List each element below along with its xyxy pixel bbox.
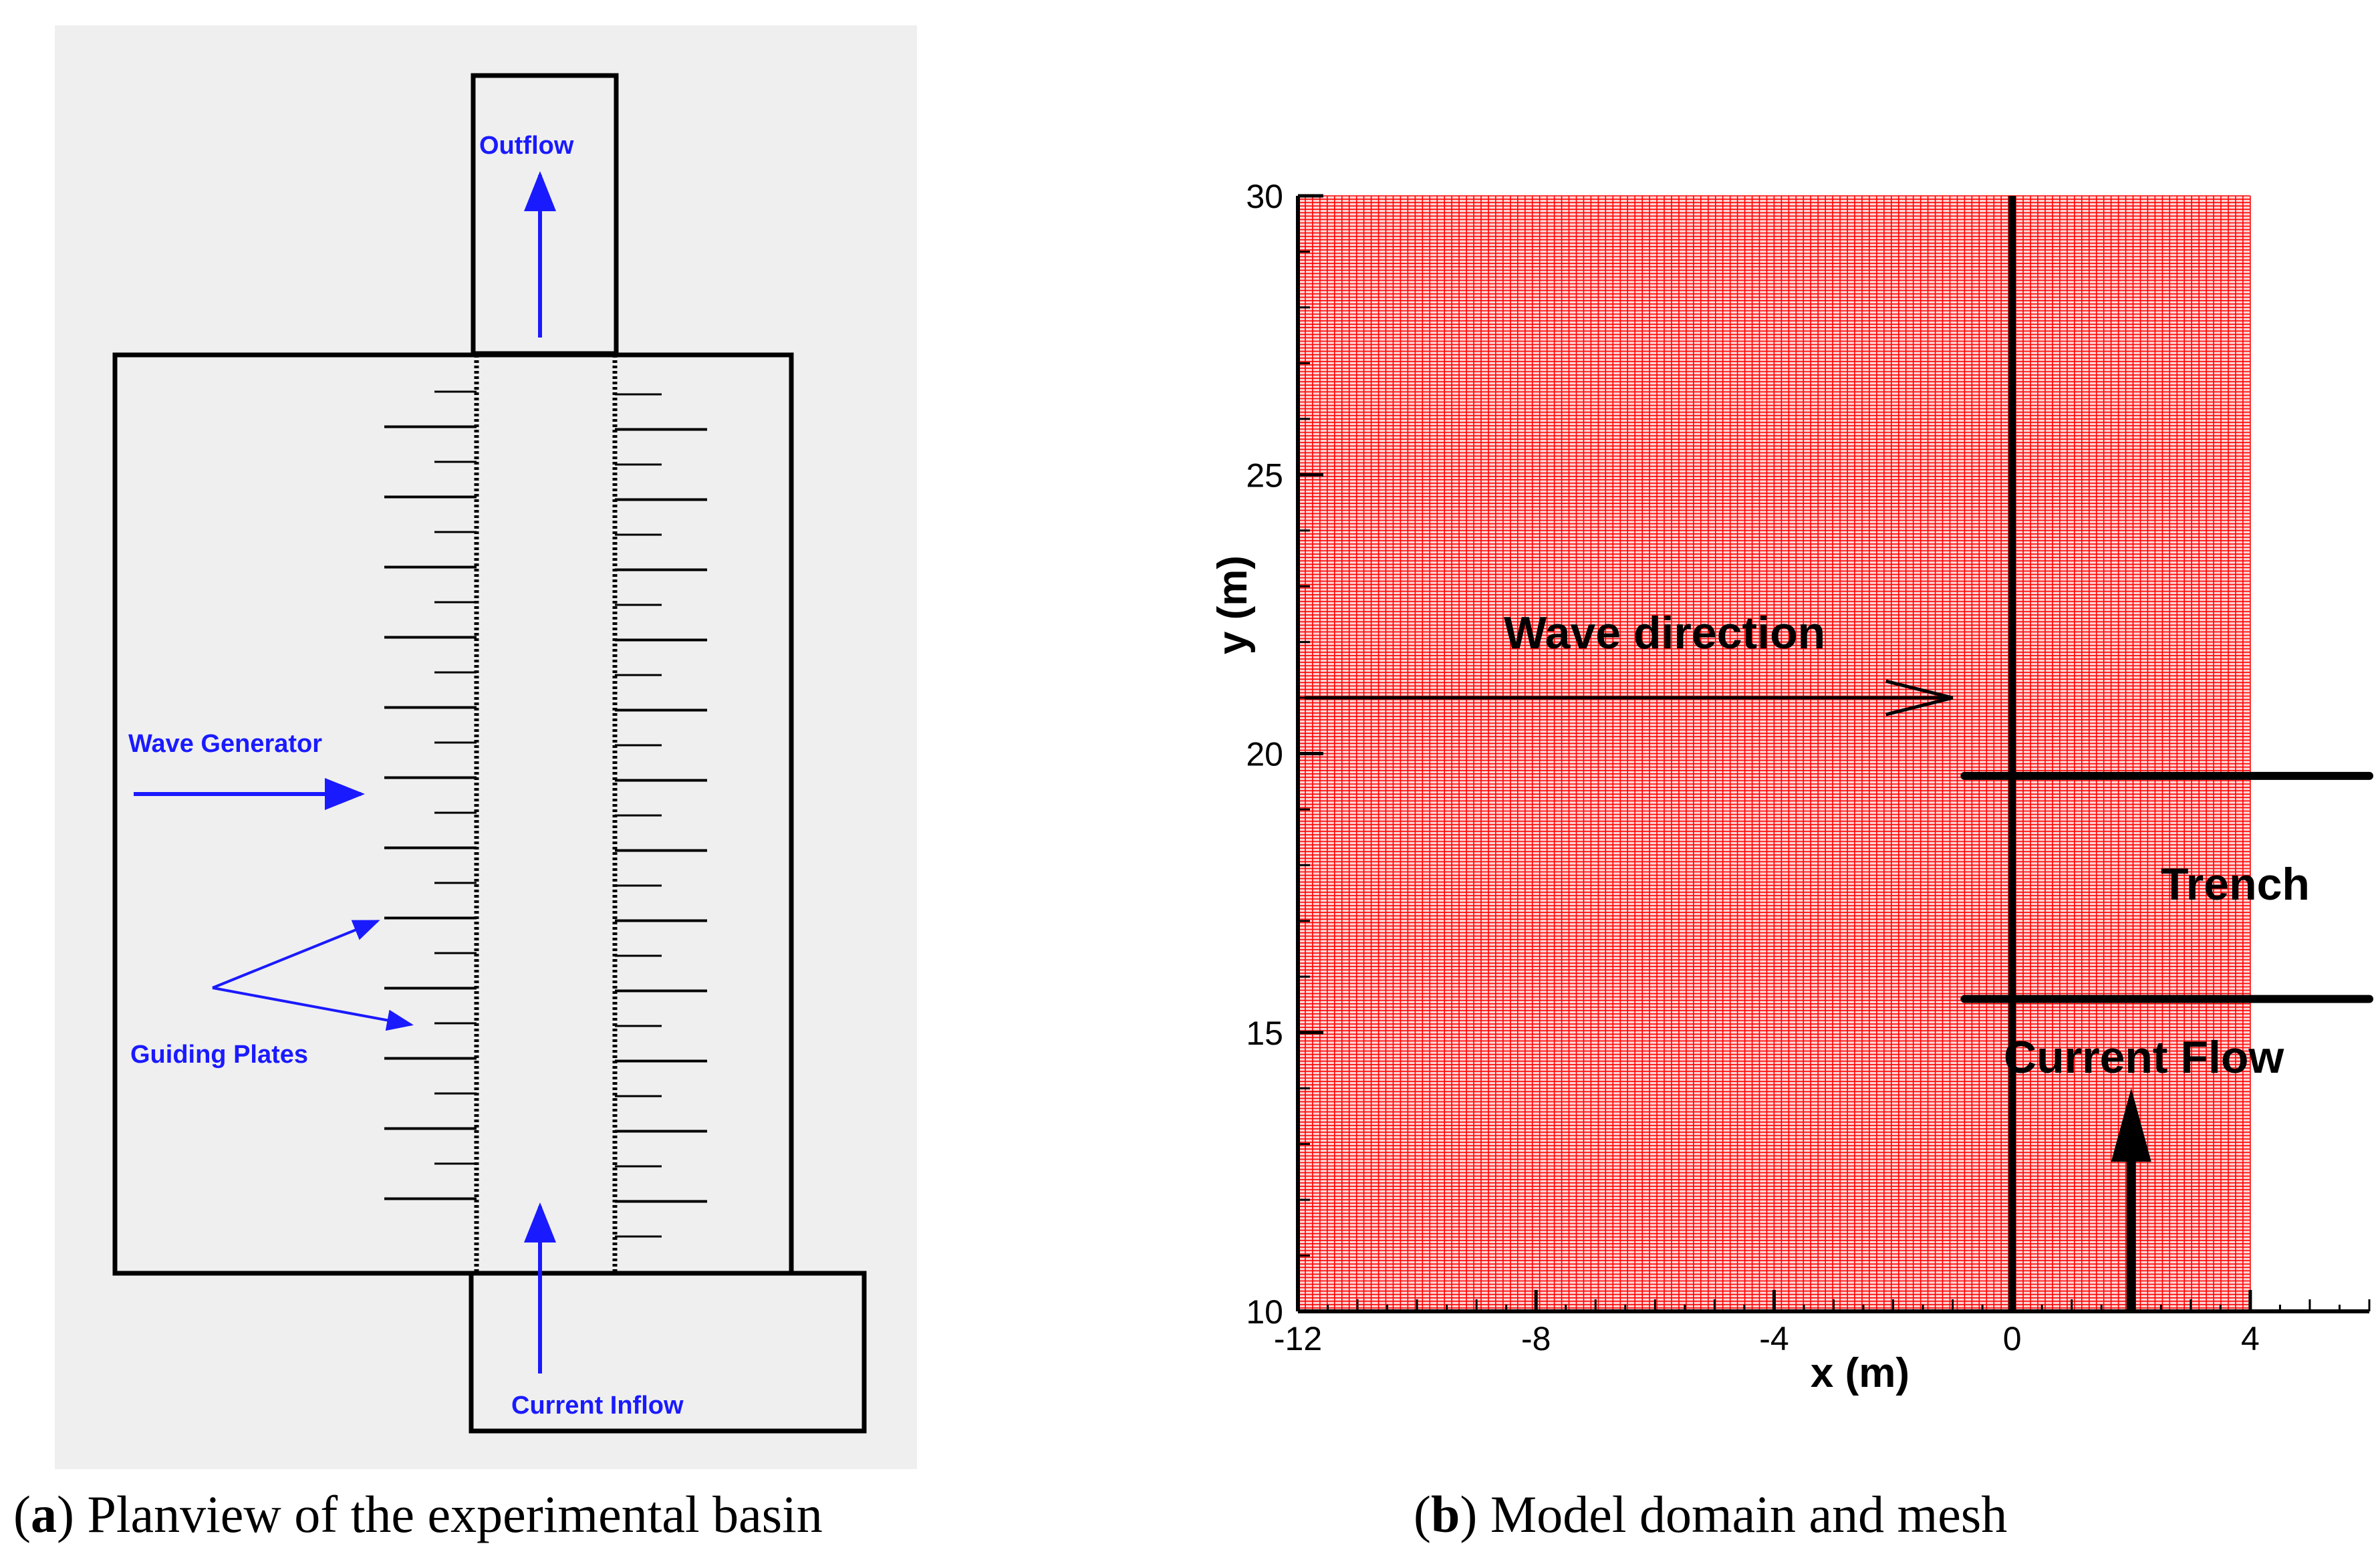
current-inflow-label: Current Inflow [511, 1392, 684, 1420]
trench-label: Trench [2161, 859, 2310, 910]
domain-structures [1305, 196, 2373, 1311]
y-tick-label: 25 [1246, 456, 1283, 494]
caption-a-text: Planview of the experimental basin [74, 1485, 823, 1543]
x-tick-label: -12 [1274, 1320, 1322, 1357]
current-flow-label: Current Flow [2004, 1032, 2284, 1083]
current-flow-arrowhead [2111, 1088, 2151, 1162]
tick-labels: -12 -8 -4 0 4 10 15 20 25 30 [1246, 178, 2259, 1357]
x-tick-label: 4 [2241, 1320, 2260, 1357]
x-axis-title: x (m) [1811, 1350, 1909, 1396]
caption-b-letter: b [1431, 1485, 1460, 1543]
caption-b: (b) Model domain and mesh [1414, 1485, 2007, 1543]
x-tick-label: 0 [2003, 1320, 2022, 1357]
panel-a-planview: Outflow Wave Generator Guiding Plates Cu… [13, 25, 917, 1543]
guiding-plates-left [384, 390, 477, 1200]
panel-b-model-domain: -12 -8 -4 0 4 10 15 20 25 30 Wave direction Trenc… [1210, 178, 2373, 1543]
outflow-label: Outflow [479, 132, 574, 160]
x-tick-label: -4 [1759, 1320, 1789, 1357]
x-tick-label: -8 [1521, 1320, 1551, 1357]
guiding-plate-pointer-upper [212, 920, 380, 989]
guiding-plate-pointer-lower [212, 987, 414, 1031]
plot-axes [1296, 194, 2371, 1313]
mesh-grid [1297, 195, 2251, 1312]
inflow-box [469, 1271, 867, 1434]
basin-outline [112, 352, 794, 1276]
caption-a-letter: a [31, 1485, 57, 1543]
outflow-box [471, 73, 619, 356]
wave-direction-label: Wave direction [1504, 608, 1825, 658]
y-tick-label: 30 [1246, 178, 1283, 215]
y-tick-label: 10 [1246, 1293, 1283, 1331]
guiding-plates-label: Guiding Plates [130, 1041, 308, 1069]
y-tick-label: 20 [1246, 736, 1283, 773]
guiding-plates-right [615, 393, 707, 1238]
caption-b-text: Model domain and mesh [1477, 1485, 2007, 1543]
caption-a: (a) Planview of the experimental basin [13, 1485, 823, 1543]
y-tick-label: 15 [1246, 1015, 1283, 1052]
wave-generator-label: Wave Generator [128, 730, 322, 758]
y-axis-title: y (m) [1210, 555, 1256, 654]
wave-direction-arrowhead [1885, 679, 1954, 716]
